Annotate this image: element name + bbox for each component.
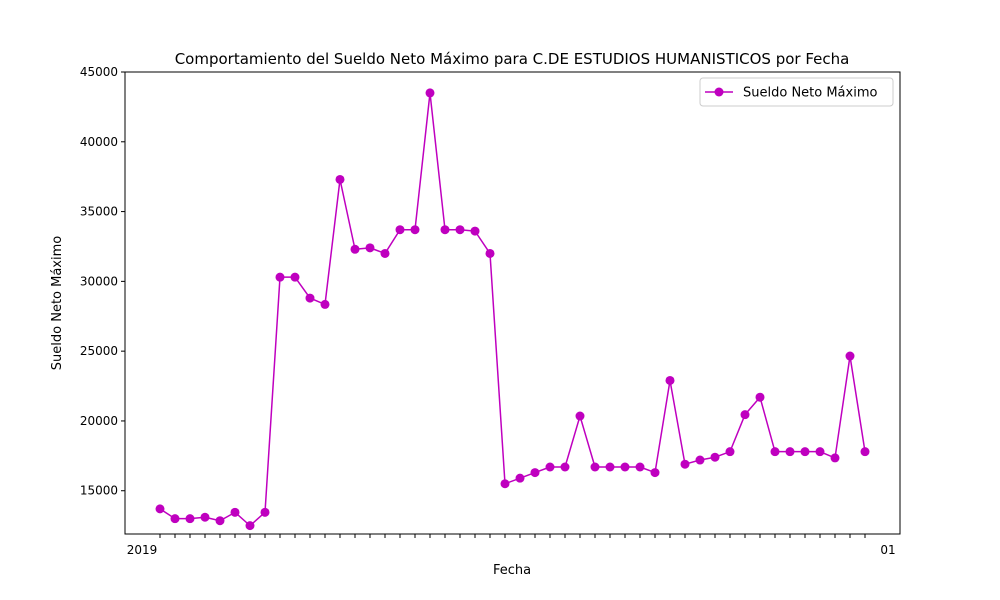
data-point — [635, 462, 645, 472]
data-point — [350, 244, 360, 254]
legend-box — [699, 77, 894, 107]
data-point — [605, 462, 615, 472]
data-point — [410, 225, 420, 235]
y-tick-label: 35000 — [80, 205, 118, 219]
data-point — [530, 468, 540, 478]
legend: Sueldo Neto Máximo — [699, 77, 894, 107]
data-point — [440, 225, 450, 235]
x-tick-label-first: 2019 — [127, 543, 158, 557]
data-point — [680, 459, 690, 469]
data-point — [305, 293, 315, 303]
data-point — [470, 226, 480, 236]
y-tick-label: 25000 — [80, 344, 118, 358]
data-point — [245, 521, 255, 531]
data-point — [620, 462, 630, 472]
data-point — [485, 248, 495, 258]
x-axis: 2019 01 — [127, 534, 896, 557]
y-tick-label: 45000 — [80, 65, 118, 79]
data-point — [755, 392, 765, 402]
legend-point-marker — [714, 87, 724, 97]
data-point — [860, 447, 870, 457]
y-axis: 15000 20000 25000 30000 35000 40000 45000 — [80, 65, 125, 498]
plot-area — [124, 71, 901, 535]
legend-entry-sueldo-neto-maximo: Sueldo Neto Máximo — [743, 86, 877, 101]
data-point — [590, 462, 600, 472]
data-point — [455, 225, 465, 235]
data-point — [560, 462, 570, 472]
data-point — [830, 453, 840, 463]
data-point — [395, 225, 405, 235]
data-point — [800, 447, 810, 457]
y-tick-label: 40000 — [80, 135, 118, 149]
chart-title: Comportamiento del Sueldo Neto Máximo pa… — [175, 50, 850, 68]
data-point — [380, 248, 390, 258]
data-point — [365, 243, 375, 253]
data-point — [545, 462, 555, 472]
data-point — [770, 447, 780, 457]
data-point — [575, 411, 585, 421]
y-tick-label: 20000 — [80, 414, 118, 428]
data-point — [215, 516, 225, 526]
data-point — [155, 504, 165, 514]
x-axis-label: Fecha — [493, 563, 531, 578]
data-point — [695, 455, 705, 465]
series-layer — [155, 88, 870, 531]
data-point — [740, 410, 750, 420]
data-point — [500, 479, 510, 489]
data-point — [515, 473, 525, 483]
data-point — [275, 272, 285, 282]
data-point — [665, 375, 675, 385]
y-tick-label: 15000 — [80, 484, 118, 498]
y-axis-label: Sueldo Neto Máximo — [50, 236, 65, 370]
y-tick-label: 30000 — [80, 274, 118, 288]
data-point — [170, 514, 180, 524]
data-point — [785, 447, 795, 457]
x-tick-label-last: 01 — [880, 543, 895, 557]
data-point — [425, 88, 435, 98]
data-point — [320, 299, 330, 309]
data-point — [185, 514, 195, 524]
data-point — [710, 452, 720, 462]
data-point — [290, 272, 300, 282]
data-point — [230, 507, 240, 517]
data-point — [260, 507, 270, 517]
data-point — [650, 468, 660, 478]
data-point — [725, 447, 735, 457]
data-point — [200, 512, 210, 522]
data-point — [845, 351, 855, 361]
data-point — [335, 174, 345, 184]
data-point — [815, 447, 825, 457]
